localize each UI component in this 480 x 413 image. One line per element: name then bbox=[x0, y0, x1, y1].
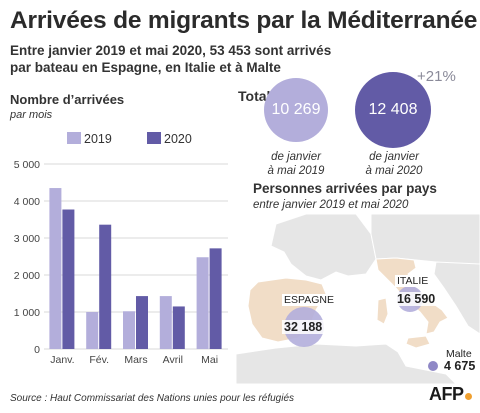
x-tick-label: Fév. bbox=[89, 354, 109, 366]
x-tick-label: Janv. bbox=[50, 354, 74, 366]
bar-2020 bbox=[99, 224, 112, 349]
change-percent: +21% bbox=[417, 68, 456, 85]
legend-item-2020: 2020 bbox=[147, 132, 192, 146]
x-tick-label: Avril bbox=[163, 354, 183, 366]
sicily-shape bbox=[405, 335, 431, 349]
spain-label: ESPAGNE bbox=[282, 294, 336, 306]
balkans-shape bbox=[433, 261, 480, 335]
bar-2019 bbox=[49, 188, 62, 349]
period-2019-line-1: de janvier bbox=[271, 151, 321, 163]
y-tick-label: 2 000 bbox=[14, 270, 40, 282]
legend-label-2019: 2019 bbox=[84, 132, 112, 146]
italy-label: ITALIE bbox=[395, 275, 431, 287]
afp-logo-dot bbox=[464, 393, 472, 400]
total-value-2019: 10 269 bbox=[271, 101, 321, 118]
bar-2019 bbox=[159, 296, 172, 349]
italy-value: 16 590 bbox=[395, 292, 438, 306]
bar-2019 bbox=[196, 257, 209, 349]
france-shape bbox=[270, 214, 377, 281]
bar-2020 bbox=[136, 296, 148, 349]
spain-value: 32 188 bbox=[282, 320, 325, 334]
total-label: Total bbox=[238, 88, 271, 104]
y-tick-label: 1 000 bbox=[14, 307, 40, 319]
period-2020: de janvier à mai 2020 bbox=[352, 150, 436, 178]
legend-swatch-2020 bbox=[147, 132, 161, 144]
bar-2020 bbox=[62, 209, 75, 349]
period-2020-line-2: à mai 2020 bbox=[365, 165, 423, 177]
afp-logo: AFP bbox=[429, 384, 472, 405]
legend-label-2020: 2020 bbox=[164, 132, 192, 146]
sardinia-shape bbox=[376, 297, 389, 325]
y-tick-label: 4 000 bbox=[14, 196, 40, 208]
bar-2020 bbox=[209, 248, 222, 349]
alps-europe-shape bbox=[370, 214, 480, 267]
x-tick-label: Mars bbox=[124, 354, 147, 366]
bar-2019 bbox=[123, 311, 135, 349]
country-section-title: Personnes arrivées par pays bbox=[253, 181, 437, 196]
source-note: Source : Haut Commissariat des Nations u… bbox=[10, 393, 295, 404]
period-2020-line-1: de janvier bbox=[369, 151, 419, 163]
bar-chart-subtitle: par mois bbox=[10, 109, 53, 121]
bar-chart: 0 1 000 2 000 3 000 4 000 5 000 Janv. Fév. Mars A… bbox=[14, 159, 228, 366]
subtitle-line-2: par bateau en Espagne, en Italie et à Ma… bbox=[10, 60, 281, 75]
bar-chart-title: Nombre d’arrivées bbox=[10, 92, 125, 107]
legend-item-2019: 2019 bbox=[67, 132, 112, 146]
total-value-2020: 12 408 bbox=[368, 101, 418, 118]
total-bubble-2020: 12 408 bbox=[355, 72, 431, 148]
legend-swatch-2019 bbox=[67, 132, 81, 144]
subtitle-line-1: Entre janvier 2019 et mai 2020, 53 453 s… bbox=[10, 43, 332, 58]
malta-label: Malte bbox=[444, 348, 474, 360]
country-section-subtitle: entre janvier 2019 et mai 2020 bbox=[253, 199, 409, 211]
malta-value: 4 675 bbox=[442, 359, 478, 373]
y-tick-label: 5 000 bbox=[14, 159, 40, 171]
afp-logo-text: AFP bbox=[429, 384, 464, 404]
chart-title-main: Arrivées de migrants par la Méditerranée bbox=[10, 7, 478, 34]
bar-2020 bbox=[172, 306, 185, 349]
x-tick-label: Mai bbox=[201, 354, 218, 366]
y-tick-label: 0 bbox=[34, 344, 40, 356]
subtitle: Entre janvier 2019 et mai 2020, 53 453 s… bbox=[10, 42, 410, 76]
malta-bubble bbox=[428, 361, 438, 371]
total-bubble-2019: 10 269 bbox=[264, 78, 328, 142]
y-tick-label: 3 000 bbox=[14, 233, 40, 245]
period-2019: de janvier à mai 2019 bbox=[254, 150, 338, 178]
bar-2019 bbox=[86, 312, 99, 349]
period-2019-line-2: à mai 2019 bbox=[267, 165, 325, 177]
